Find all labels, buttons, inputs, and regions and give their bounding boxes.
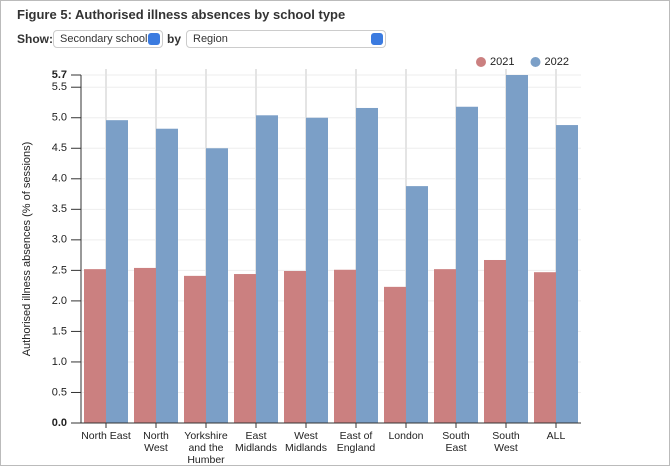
x-tick-label: London <box>388 430 424 442</box>
legend-label: 2022 <box>544 56 568 68</box>
school-select-text: Secondary schools <box>60 33 153 45</box>
y-tick-label: 3.5 <box>52 203 67 215</box>
show-label: Show: <box>17 32 53 46</box>
x-tick-label: East Midlands <box>234 430 278 454</box>
x-tick-label: Yorkshire and the Humber <box>184 430 228 466</box>
bar <box>306 117 328 423</box>
y-tick-label: 0.0 <box>52 417 67 429</box>
bar <box>456 106 478 423</box>
bar <box>184 275 206 423</box>
y-axis-label: Authorised illness absences (% of sessio… <box>21 142 33 357</box>
y-tick-label: 2.5 <box>52 264 67 276</box>
bar <box>434 269 456 423</box>
bar <box>84 269 106 423</box>
legend-marker <box>530 57 541 67</box>
bar <box>234 274 256 423</box>
x-tick-label: North West <box>143 430 169 454</box>
y-tick-label: 3.0 <box>52 234 67 246</box>
bar <box>556 125 578 423</box>
bar <box>484 259 506 423</box>
legend-label: 2021 <box>490 56 514 68</box>
bar <box>356 107 378 424</box>
bar <box>534 272 556 423</box>
y-tick-label: 5.0 <box>52 112 67 124</box>
group-select-text: Region <box>193 33 228 45</box>
bar <box>506 75 528 423</box>
x-tick-label: East of England <box>336 430 376 454</box>
bar <box>106 120 128 423</box>
by-label: by <box>167 32 182 46</box>
bar <box>284 270 306 423</box>
chart-title: Figure 5: Authorised illness absences by… <box>17 7 346 22</box>
x-tick-label: North East <box>81 430 131 442</box>
select-arrow <box>371 33 383 45</box>
y-tick-label: 1.0 <box>52 356 67 368</box>
select-arrow <box>148 33 160 45</box>
y-tick-label: 4.5 <box>52 142 67 154</box>
group-select[interactable]: Region <box>186 30 386 48</box>
legend-marker <box>476 57 486 67</box>
bar <box>384 286 406 423</box>
bar <box>156 128 178 423</box>
x-tick-label: West Midlands <box>284 430 328 454</box>
x-tick-label: ALL <box>546 430 566 442</box>
y-tick-label: 5.7 <box>52 69 67 81</box>
school-select[interactable]: Secondary schools <box>53 30 163 48</box>
bar <box>206 148 228 423</box>
x-tick-label: South East <box>442 430 470 454</box>
y-tick-label: 5.5 <box>52 81 67 93</box>
bar <box>256 115 278 423</box>
y-tick-label: 1.5 <box>52 325 67 337</box>
y-tick-label: 2.0 <box>52 295 67 307</box>
bar <box>406 186 428 423</box>
y-tick-label: 4.0 <box>52 173 67 185</box>
bar <box>334 269 356 423</box>
bar <box>134 267 156 423</box>
x-tick-label: South West <box>492 430 520 454</box>
y-tick-label: 0.5 <box>52 386 67 398</box>
